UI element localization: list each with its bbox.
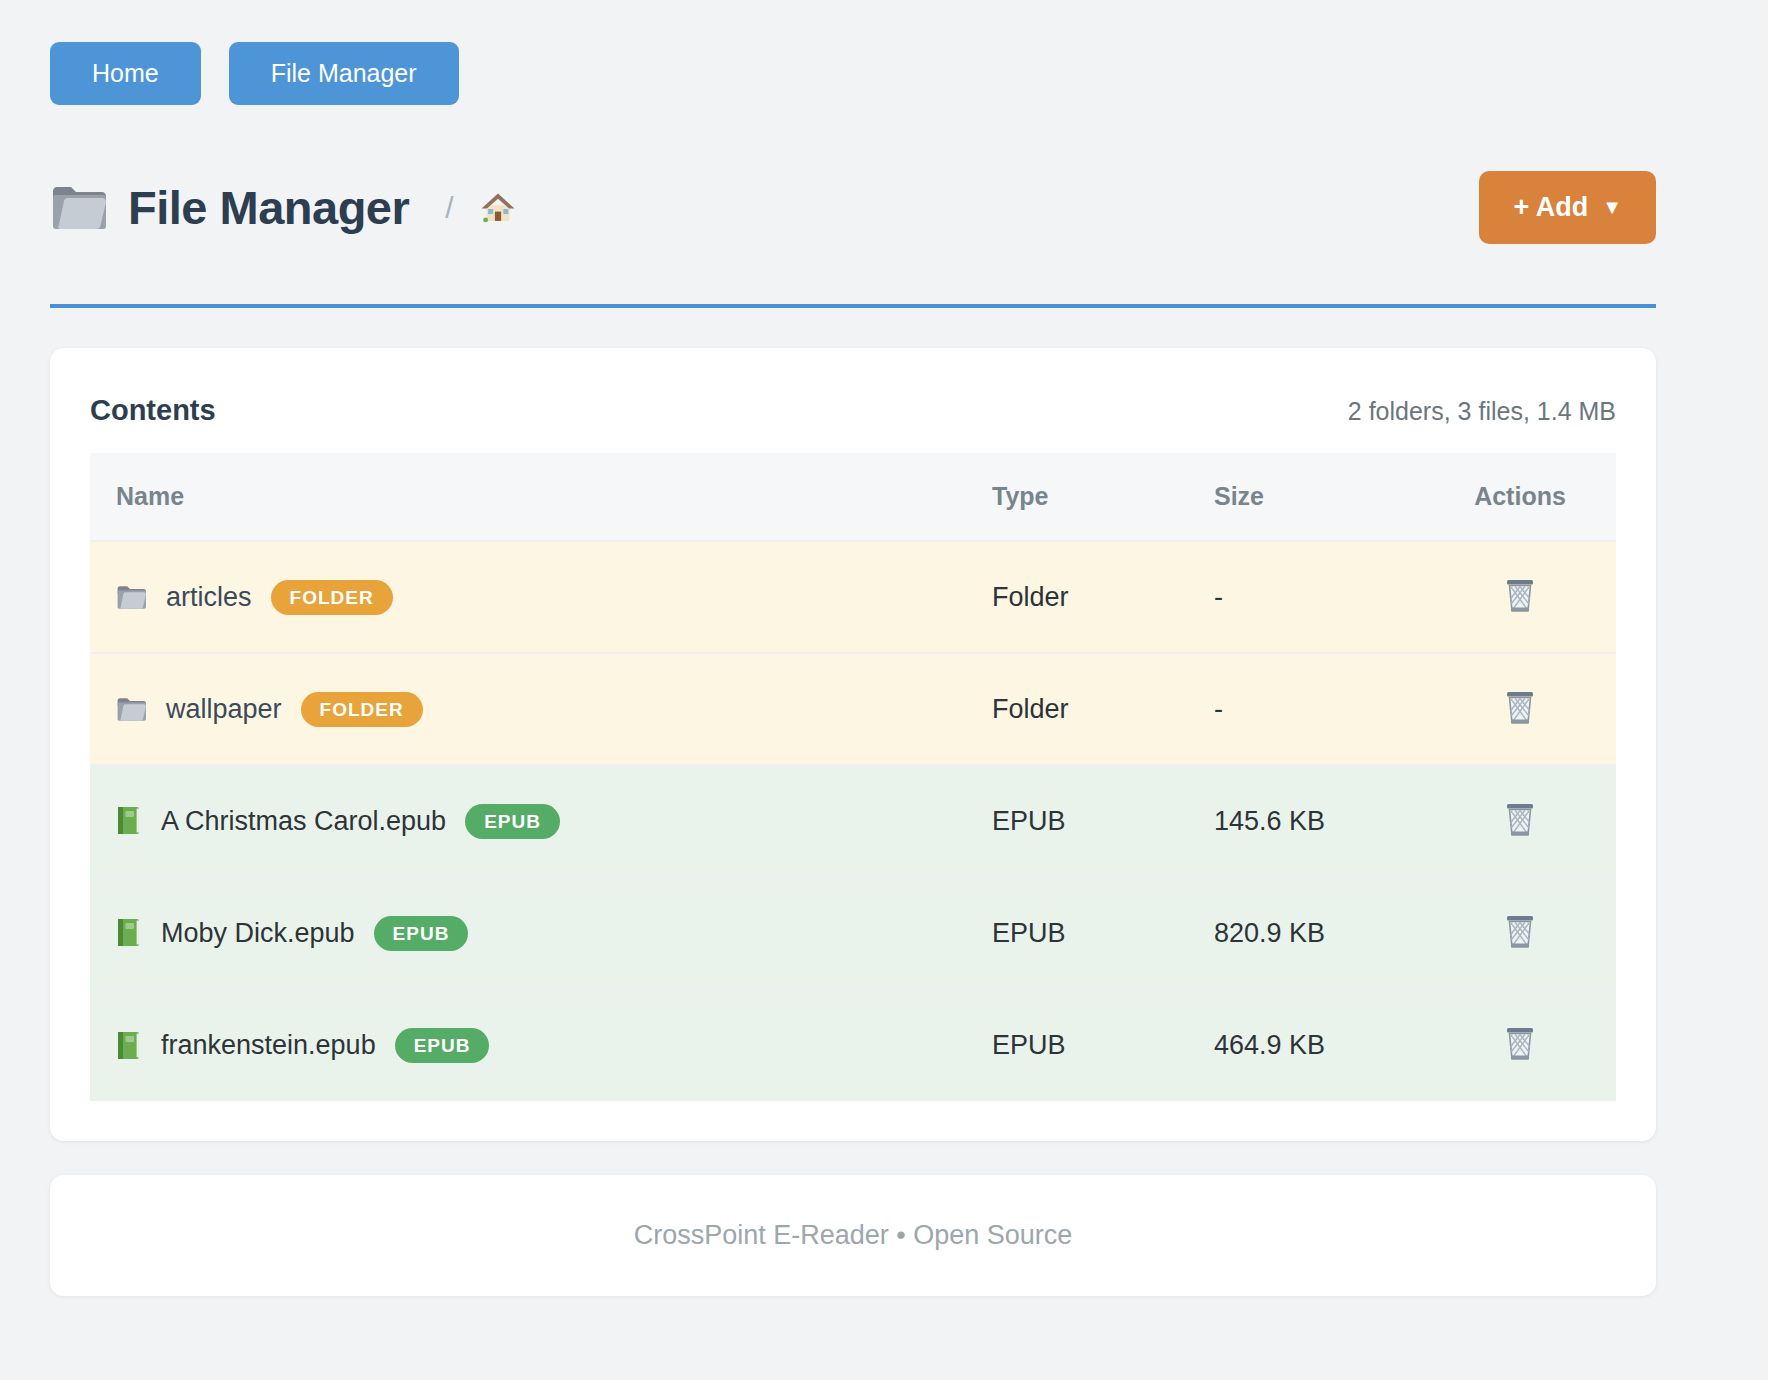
breadcrumb-separator: / (445, 191, 453, 225)
top-nav: Home File Manager (50, 0, 1656, 105)
delete-button[interactable] (1500, 574, 1540, 618)
file-manager-page: Home File Manager File Manager / (0, 0, 1768, 1380)
add-button[interactable]: + Add ▼ (1479, 171, 1656, 244)
chevron-down-icon: ▼ (1602, 196, 1622, 219)
nav-home-button[interactable]: Home (50, 42, 201, 105)
contents-card-header: Contents 2 folders, 3 files, 1.4 MB (90, 394, 1616, 427)
size-cell: 820.9 KB (1188, 877, 1424, 989)
title-divider (50, 304, 1656, 308)
delete-button[interactable] (1500, 686, 1540, 730)
add-button-label: + Add (1513, 192, 1588, 223)
table-row: frankenstein.epub EPUB EPUB 464.9 KB (90, 989, 1616, 1101)
epub-badge: EPUB (465, 804, 560, 839)
delete-button[interactable] (1500, 798, 1540, 842)
type-cell: Folder (966, 541, 1188, 653)
table-row: wallpaper FOLDER Folder - (90, 653, 1616, 765)
size-cell: - (1188, 653, 1424, 765)
breadcrumb-home-icon[interactable] (480, 191, 516, 224)
size-cell: - (1188, 541, 1424, 653)
type-cell: EPUB (966, 989, 1188, 1101)
contents-summary: 2 folders, 3 files, 1.4 MB (1348, 397, 1616, 426)
column-header-actions: Actions (1424, 453, 1616, 541)
delete-button[interactable] (1500, 1022, 1540, 1066)
gray-folder-icon (116, 584, 147, 611)
item-name[interactable]: articles (166, 582, 252, 613)
trash-icon (1504, 1026, 1536, 1062)
trash-icon (1504, 690, 1536, 726)
delete-button[interactable] (1500, 910, 1540, 954)
table-row: articles FOLDER Folder - (90, 541, 1616, 653)
item-name[interactable]: frankenstein.epub (161, 1030, 376, 1061)
green-book-icon (116, 918, 142, 948)
epub-badge: EPUB (374, 916, 469, 951)
trash-icon (1504, 578, 1536, 614)
item-name[interactable]: Moby Dick.epub (161, 918, 355, 949)
page-title: File Manager (128, 180, 409, 235)
item-name[interactable]: A Christmas Carol.epub (161, 806, 446, 837)
type-cell: Folder (966, 653, 1188, 765)
type-cell: EPUB (966, 877, 1188, 989)
footer-card: CrossPoint E-Reader • Open Source (50, 1175, 1656, 1296)
column-header-name: Name (90, 453, 966, 541)
size-cell: 464.9 KB (1188, 989, 1424, 1101)
green-book-icon (116, 1031, 142, 1061)
folder-badge: FOLDER (271, 580, 393, 615)
footer-text: CrossPoint E-Reader • Open Source (634, 1220, 1073, 1250)
gray-folder-icon (116, 696, 147, 723)
trash-icon (1504, 914, 1536, 950)
files-table: Name Type Size Actions (90, 453, 1616, 1101)
nav-file-manager-button[interactable]: File Manager (229, 42, 459, 105)
title-group: File Manager / (50, 180, 1479, 235)
page-header: File Manager / + Add ▼ (50, 171, 1656, 244)
folder-title-icon (50, 183, 108, 233)
type-cell: EPUB (966, 765, 1188, 877)
size-cell: 145.6 KB (1188, 765, 1424, 877)
contents-heading: Contents (90, 394, 216, 427)
table-header-row: Name Type Size Actions (90, 453, 1616, 541)
item-name[interactable]: wallpaper (166, 694, 282, 725)
column-header-type: Type (966, 453, 1188, 541)
table-row: Moby Dick.epub EPUB EPUB 820.9 KB (90, 877, 1616, 989)
contents-card: Contents 2 folders, 3 files, 1.4 MB Name… (50, 348, 1656, 1141)
table-row: A Christmas Carol.epub EPUB EPUB 145.6 K… (90, 765, 1616, 877)
trash-icon (1504, 802, 1536, 838)
epub-badge: EPUB (395, 1028, 490, 1063)
column-header-size: Size (1188, 453, 1424, 541)
folder-badge: FOLDER (301, 692, 423, 727)
green-book-icon (116, 806, 142, 836)
